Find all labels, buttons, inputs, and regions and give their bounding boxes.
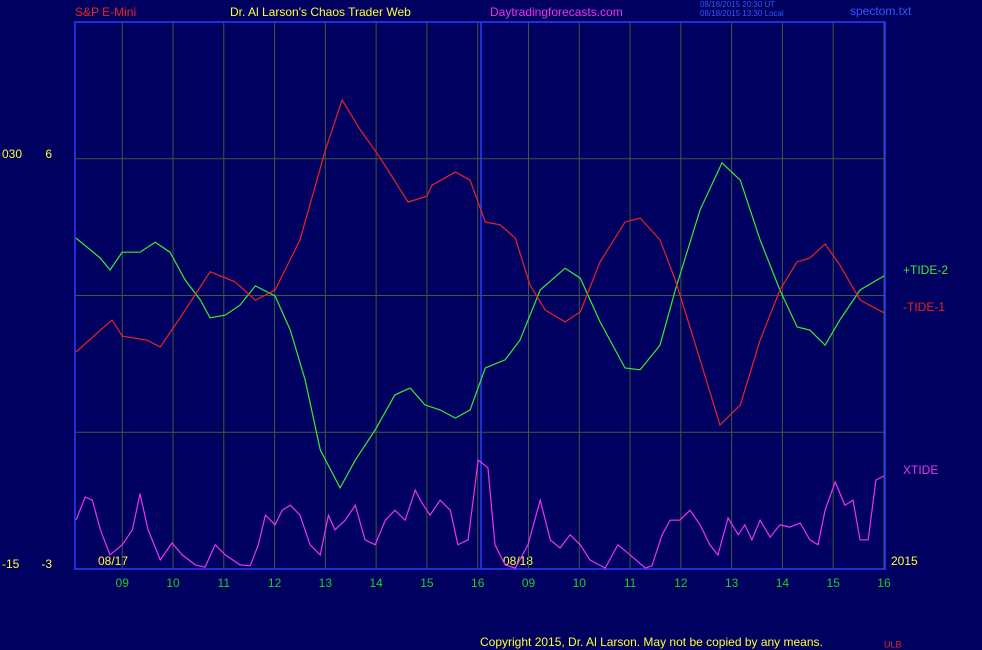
y2-tick-label: -15 bbox=[2, 557, 20, 571]
plot-border bbox=[74, 21, 886, 570]
file-name: spectom.txt bbox=[850, 4, 912, 18]
series-line bbox=[75, 98, 885, 427]
x-tick-label: 12 bbox=[674, 576, 688, 590]
timestamp: 08/18/2015 20:30 UT bbox=[700, 0, 775, 9]
x-tick-label: 14 bbox=[776, 576, 790, 590]
legend-label: -TIDE-1 bbox=[903, 300, 945, 314]
date-label: 08/17 bbox=[98, 554, 128, 568]
y2-tick-label: 030 bbox=[2, 147, 22, 161]
timestamp: 08/18/2015 13:30 Local bbox=[700, 9, 784, 18]
y-tick-label: -3 bbox=[41, 557, 52, 571]
x-tick-label: 09 bbox=[522, 576, 536, 590]
legend-label: +TIDE-2 bbox=[903, 263, 948, 277]
website: Daytradingforecasts.com bbox=[490, 5, 623, 19]
legend-label: XTIDE bbox=[903, 463, 938, 477]
x-tick-label: 14 bbox=[369, 576, 383, 590]
year-label: 2015 bbox=[891, 554, 918, 568]
footer-mark: ULB bbox=[884, 639, 902, 649]
x-tick-label: 13 bbox=[725, 576, 739, 590]
x-tick-label: 10 bbox=[166, 576, 180, 590]
copyright: Copyright 2015, Dr. Al Larson. May not b… bbox=[480, 635, 823, 649]
chart-title: Dr. Al Larson's Chaos Trader Web bbox=[230, 5, 411, 19]
instrument: S&P E-Mini bbox=[75, 5, 136, 19]
x-tick-label: 15 bbox=[827, 576, 841, 590]
x-tick-label: 12 bbox=[268, 576, 282, 590]
series-line bbox=[75, 458, 885, 569]
x-tick-label: 15 bbox=[420, 576, 434, 590]
x-tick-label: 10 bbox=[573, 576, 587, 590]
x-tick-label: 16 bbox=[471, 576, 485, 590]
plot: 09 10 11 12 13 14 15 16 09 10 11 12 13 14 15 16 -3 6 -15 03… bbox=[2, 21, 948, 590]
x-tick-label: 11 bbox=[218, 576, 231, 590]
y-tick-label: 6 bbox=[45, 147, 52, 161]
x-tick-label: 09 bbox=[116, 576, 130, 590]
x-tick-label: 13 bbox=[319, 576, 333, 590]
x-tick-label: 16 bbox=[877, 576, 891, 590]
x-tick-label: 11 bbox=[624, 576, 637, 590]
date-label: 08/18 bbox=[503, 554, 533, 568]
series-line bbox=[75, 161, 885, 490]
